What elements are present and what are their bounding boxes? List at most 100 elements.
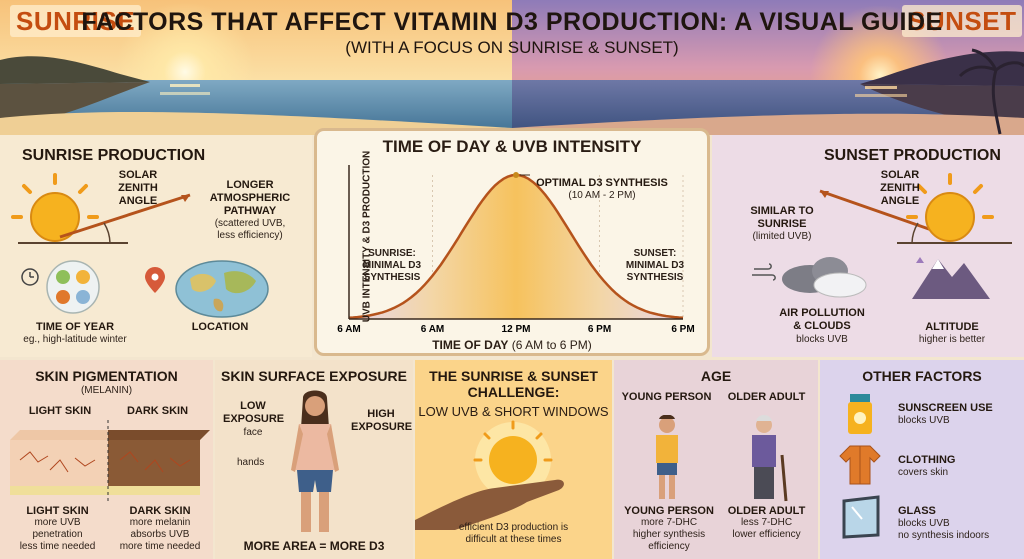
y-axis-label: UVB INTENSITY & D3 PRODUCTION (361, 150, 373, 323)
air-pollution-label: AIR POLLUTION & CLOUDS (779, 307, 865, 332)
challenge-note: efficient D3 production is difficult at … (458, 522, 569, 545)
skin-cross-section-illustration (10, 420, 210, 502)
solar-zenith-angle-label: SOLAR ZENITH ANGLE (118, 169, 158, 207)
young-person-figure (656, 415, 678, 499)
skin-pigmentation-panel: SKIN PIGMENTATION (MELANIN) LIGHT SKIN D… (0, 360, 213, 559)
older-adult-figure (752, 415, 788, 502)
wind-icon (752, 263, 776, 281)
dark-skin-note: more melanin absorbs UVB more time neede… (119, 517, 201, 552)
sunrise-minimal-label: SUNRISE: MINIMAL D3 SYNTHESIS (362, 248, 422, 283)
young-person-note: more 7-DHC higher synthesis efficiency (632, 517, 706, 552)
altitude-note: higher is better (918, 334, 986, 345)
x-tick-labels: 6 AM 6 AM 12 PM 6 PM 6 PM (337, 324, 694, 335)
skin-exposure-title: SKIN SURFACE EXPOSURE (221, 368, 407, 384)
location-pin-icon (145, 267, 165, 293)
hands-label: hands (237, 457, 265, 468)
clothing-note: covers skin (898, 467, 949, 478)
other-factors-title: OTHER FACTORS (862, 368, 982, 384)
other-factors-panel: OTHER FACTORS SUNSCREEN USE blocks UVB C… (820, 360, 1024, 559)
older-adult-note: less 7-DHC lower efficiency (732, 517, 801, 540)
age-panel: AGE YOUNG PERSON OLDER ADULT YOUNG PERSO… (614, 360, 818, 559)
glass-label: GLASS (898, 505, 936, 517)
challenge-panel: THE SUNRISE & SUNSET CHALLENGE: LOW UVB … (415, 360, 612, 559)
header-banner: SUNRISE SUNSET FACTORS THAT AFFECT VITAM… (0, 0, 1024, 135)
longer-pathway-note: (scattered UVB, less efficiency) (214, 218, 286, 241)
sunset-minimal-label: SUNSET: MINIMAL D3 SYNTHESIS (625, 248, 685, 283)
sunrise-badge: SUNRISE (10, 5, 142, 37)
light-skin-label: LIGHT SKIN (28, 405, 92, 417)
x-axis-label: TIME OF DAY (432, 338, 509, 352)
glass-note: blocks UVB no synthesis indoors (898, 518, 990, 541)
x-tick-label: 6 PM (671, 324, 694, 335)
sunset-badge: SUNSET (902, 5, 1023, 37)
age-figures-illustration (656, 415, 788, 502)
glass-window-icon (842, 495, 880, 539)
sun-icon (11, 173, 99, 242)
altitude-label: ALTITUDE (925, 321, 979, 333)
sunrise-panel-title: SUNRISE PRODUCTION (22, 147, 206, 164)
skin-pigmentation-subtitle: (MELANIN) (80, 385, 133, 396)
low-exposure-note: face (243, 427, 263, 438)
time-of-year-label: TIME OF YEAR (35, 321, 115, 333)
seasons-icon (46, 260, 100, 314)
x-axis-label-row: TIME OF DAY (6 AM to 6 PM) (317, 338, 707, 352)
sunset-zenith-angle-label: SOLAR ZENITH ANGLE (880, 169, 920, 207)
sunrise-diagram (11, 173, 269, 318)
x-tick-label: 6 AM (337, 324, 361, 335)
uvb-chart-card: TIME OF DAY & UVB INTENSITY 6 AM 6 AM 12 P… (314, 128, 710, 356)
challenge-subtitle: LOW UVB & SHORT WINDOWS (418, 404, 609, 419)
page-subtitle: (WITH A FOCUS ON SUNRISE & SUNSET) (345, 38, 679, 57)
sunscreen-icon (848, 394, 872, 434)
uvb-intensity-chart: 6 AM 6 AM 12 PM 6 PM 6 PM (337, 165, 695, 335)
x-tick-label: 6 PM (588, 324, 611, 335)
skin-exposure-panel: SKIN SURFACE EXPOSURE LOW EXPOSURE face … (215, 360, 413, 559)
chart-title: TIME OF DAY & UVB INTENSITY (382, 137, 642, 156)
dark-skin-label: DARK SKIN (126, 405, 189, 417)
mountain-icon (912, 257, 990, 299)
skin-pigmentation-title: SKIN PIGMENTATION (35, 368, 178, 384)
light-skin-caption: LIGHT SKIN (26, 505, 89, 517)
light-skin-note: more UVB penetration less time needed (19, 517, 96, 552)
clothing-icon (839, 445, 881, 485)
low-exposure-label: LOW EXPOSURE (223, 400, 285, 425)
more-area-footer: MORE AREA = MORE D3 (243, 539, 385, 553)
air-pollution-note: blocks UVB (796, 334, 848, 345)
hand-holding-sun-illustration (415, 420, 564, 530)
high-exposure-label: HIGH EXPOSURE (351, 408, 413, 433)
challenge-title: THE SUNRISE & SUNSET CHALLENGE: (429, 368, 598, 400)
sun-icon (906, 173, 994, 242)
sunscreen-note: blocks UVB (898, 415, 950, 426)
optimal-label: OPTIMAL D3 SYNTHESIS (536, 177, 668, 189)
human-figure-illustration (291, 390, 339, 532)
dark-skin-caption: DARK SKIN (129, 505, 191, 517)
sunset-production-panel: SUNSET PRODUCTION SOLAR ZENITH ANGLE SIM… (712, 135, 1024, 357)
age-title: AGE (700, 368, 732, 384)
uvb-curve-area (349, 175, 683, 319)
sunrise-badge-text: SUNRISE (10, 5, 142, 37)
sun-icon (473, 420, 553, 484)
similar-to-sunrise-note: (limited UVB) (752, 231, 812, 242)
x-axis-note: (6 AM to 6 PM) (511, 338, 592, 352)
x-tick-label: 12 PM (502, 324, 531, 335)
time-of-year-note: eg., high-latitude winter (23, 334, 127, 345)
optimal-note: (10 AM - 2 PM) (568, 190, 636, 201)
sunset-panel-title: SUNSET PRODUCTION (824, 147, 1001, 164)
x-tick-label: 6 AM (421, 324, 445, 335)
older-adult-caption: OLDER ADULT (727, 505, 806, 517)
clock-icon (21, 268, 39, 286)
world-map-icon (175, 260, 269, 318)
sunset-badge-text: SUNSET (902, 5, 1023, 37)
sunscreen-label: SUNSCREEN USE (898, 402, 993, 414)
page-title: FACTORS THAT AFFECT VITAMIN D3 PRODUCTIO… (81, 8, 943, 36)
sunset-diagram (752, 173, 1012, 299)
young-person-caption: YOUNG PERSON (624, 505, 714, 517)
sunrise-production-panel: SUNRISE PRODUCTION (0, 135, 312, 357)
clothing-label: CLOTHING (898, 454, 956, 466)
longer-pathway-label: LONGER ATMOSPHERIC PATHWAY (209, 179, 291, 217)
similar-to-sunrise-label: SIMILAR TO SUNRISE (750, 205, 814, 230)
cloud-icon (782, 257, 867, 298)
young-person-label: YOUNG PERSON (621, 391, 712, 403)
location-label: LOCATION (191, 321, 249, 333)
older-adult-label: OLDER ADULT (727, 391, 806, 403)
peak-marker (513, 172, 519, 178)
